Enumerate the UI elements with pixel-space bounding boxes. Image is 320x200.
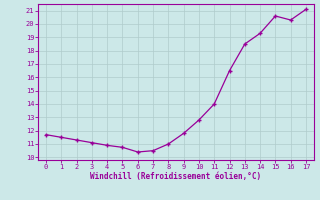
X-axis label: Windchill (Refroidissement éolien,°C): Windchill (Refroidissement éolien,°C) [91, 172, 261, 181]
